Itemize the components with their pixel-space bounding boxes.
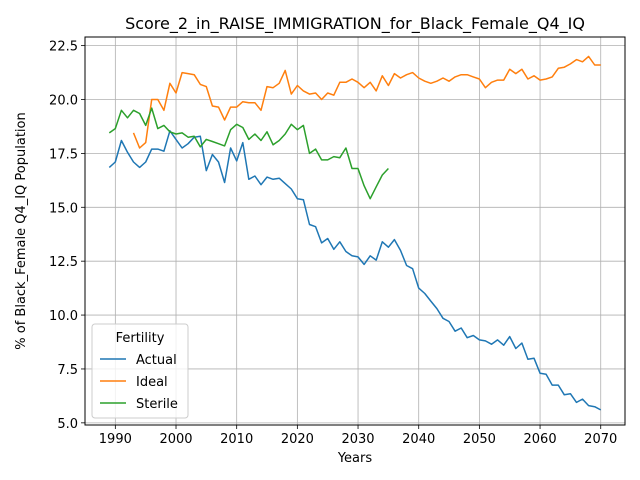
series-lines — [108, 55, 602, 411]
y-tick-label: 5.0 — [57, 417, 78, 432]
legend-box — [91, 323, 189, 419]
series-line-ideal — [132, 55, 601, 149]
legend-items: Actual Ideal Sterile — [100, 353, 178, 412]
x-tick-label: 2070 — [584, 432, 617, 447]
legend-label-actual: Actual — [136, 353, 177, 368]
legend-title: Fertility — [116, 331, 165, 346]
x-tick-label: 2020 — [281, 432, 314, 447]
y-tick-label: 15.0 — [49, 201, 78, 216]
x-tick-label: 2000 — [159, 432, 192, 447]
x-tick-label: 2030 — [341, 432, 374, 447]
y-tick-label: 17.5 — [49, 147, 78, 162]
y-axis-title: % of Black_Female Q4_IQ Population — [14, 112, 29, 349]
y-tick-label: 22.5 — [49, 40, 78, 55]
chart-title: Score_2_in_RAISE_IMMIGRATION_for_Black_F… — [125, 14, 585, 34]
y-tick-label: 10.0 — [49, 309, 78, 324]
grid — [85, 37, 625, 425]
x-tick-label: 1990 — [99, 432, 132, 447]
y-tick-label: 12.5 — [49, 255, 78, 270]
plot-frame — [84, 36, 626, 426]
legend: Fertility Actual Ideal Sterile — [91, 323, 189, 419]
x-tick-label: 2040 — [402, 432, 435, 447]
y-tick-label: 7.5 — [57, 363, 78, 378]
series-line-sterile — [108, 107, 389, 200]
x-tick-label: 2010 — [220, 432, 253, 447]
axis-ticks: 1990 2000 2010 2020 2030 2040 2050 2060 2070 5.0 7… — [49, 40, 617, 447]
y-tick-label: 20.0 — [49, 94, 78, 109]
legend-label-sterile: Sterile — [136, 397, 178, 412]
x-axis-title: Years — [337, 451, 373, 466]
legend-label-ideal: Ideal — [136, 375, 168, 390]
x-tick-label: 2050 — [463, 432, 496, 447]
series-line-actual — [108, 130, 602, 411]
x-tick-label: 2060 — [524, 432, 557, 447]
